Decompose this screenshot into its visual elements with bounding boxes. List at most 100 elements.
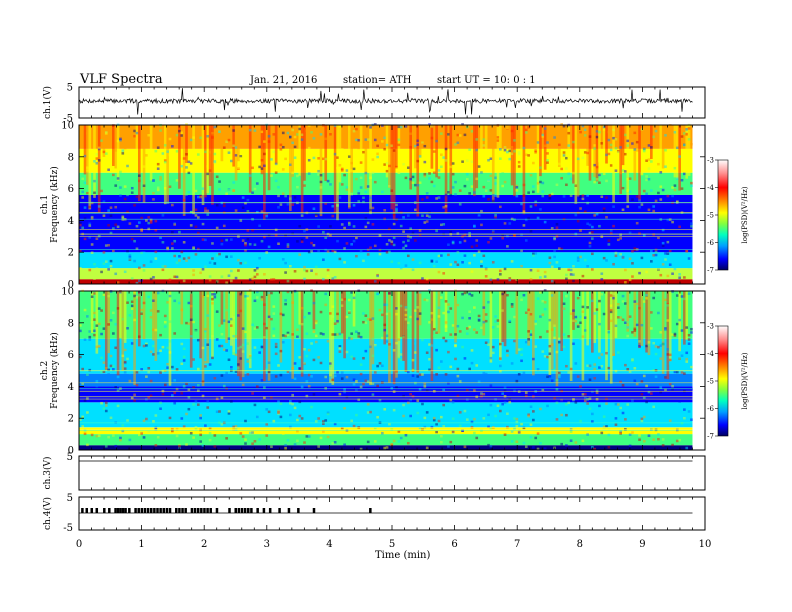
ch2-spectrogram-speckle (116, 375, 120, 379)
ch1-spectrogram-speckle (194, 208, 198, 212)
ch1-spectrogram-speckle (565, 156, 568, 160)
ch1-spectrogram-speckle (418, 229, 422, 232)
ch4-pulse (262, 508, 266, 513)
ch1-spectrogram-speckle (357, 192, 361, 195)
ch2-spectrogram-speckle (595, 391, 599, 395)
ch1-spectrogram-speckle (284, 233, 287, 237)
ch1-spectrogram-speckle (489, 157, 493, 160)
ch2-spectrogram-speckle (359, 363, 363, 366)
ch1-spectrogram-speckle (635, 140, 639, 144)
ch1-spectrogram-speckle (621, 169, 625, 172)
ch1-spectrogram-speckle (161, 241, 165, 244)
ch1-spectrogram-speckle (187, 169, 191, 172)
ch1-spectrogram-speckle (230, 238, 233, 241)
ch2-spectrogram-speckle (390, 386, 394, 390)
ch2-spectrogram-speckle (293, 377, 297, 381)
ch1-spectrogram-speckle (93, 191, 96, 195)
ch1-spectrogram-speckle (576, 259, 580, 262)
ch2-spectrogram-speckle (562, 345, 566, 349)
ch2-spectrogram-speckle (536, 368, 540, 371)
ch2-spectrogram-speckle (171, 424, 174, 428)
ch1-spectrogram-speckle (173, 239, 177, 243)
ch2-spectrogram-speckle (267, 315, 271, 319)
ch2-spectrogram-speckle (274, 345, 278, 349)
ch1-spectrogram-speckle (612, 262, 615, 266)
ch1-spectrogram-speckle (602, 207, 606, 210)
ch2-spectrogram-speckle (324, 375, 328, 379)
ch1-spectrogram-speckle (550, 192, 554, 196)
ch2-spectrogram-speckle (440, 296, 443, 299)
ch1-spectrogram-burst (149, 125, 153, 181)
ch1-spectrogram-speckle (329, 183, 332, 186)
ch1-spectrogram-speckle (166, 246, 169, 250)
ch1-spectrogram-speckle (180, 274, 184, 277)
ch2-spectrogram-speckle (81, 425, 85, 428)
ch1-spectrogram-speckle (312, 258, 316, 262)
ch2-spectrogram-speckle (397, 338, 401, 341)
ch2-spectrogram-speckle (347, 298, 351, 302)
ch2-spectrogram-speckle (166, 362, 169, 366)
ch1-spectrogram-speckle (296, 185, 299, 189)
ch1-spectrogram-burst (475, 125, 479, 189)
ch1-spectrogram-speckle (343, 226, 346, 230)
ch2-spectrogram-speckle (473, 431, 476, 435)
ch2-spectrogram-speckle (130, 307, 134, 310)
ch2-spectrogram-speckle (650, 327, 653, 330)
ch2-spectrogram-ytick-label: 6 (68, 350, 74, 361)
ch1-spectrogram-speckle (112, 249, 115, 253)
ch2-spectrogram-burst (645, 291, 648, 353)
ch1-spectrogram-speckle (690, 184, 693, 188)
ch2-spectrogram-burst (532, 291, 535, 376)
ch1-spectrogram-speckle (147, 134, 151, 137)
ch1-spectrogram-speckle (112, 173, 115, 177)
ch2-spectrogram-speckle (171, 394, 174, 397)
ch2-spectrogram-speckle (267, 291, 271, 295)
ch2-spectrogram-speckle (192, 436, 195, 439)
ch1-spectrogram-speckle (274, 171, 278, 174)
ch2-spectrogram-speckle (432, 334, 436, 338)
ch2-spectrogram-speckle (133, 318, 136, 322)
ch1-spectrogram-speckle (673, 166, 677, 170)
ch2-spectrogram-speckle (574, 401, 578, 404)
ch1-spectrogram-speckle (388, 227, 391, 231)
ch1-spectrogram-speckle (390, 260, 394, 263)
ch1-spectrogram-speckle (402, 216, 405, 219)
ch2-spectrogram-speckle (296, 335, 299, 339)
ch1-spectrogram-speckle (114, 223, 118, 226)
ch1-spectrogram-speckle (458, 134, 462, 137)
ch2-spectrogram-speckle (220, 423, 224, 426)
ch1-spectrogram-speckle (661, 228, 665, 232)
ch1-spectrogram-speckle (107, 168, 110, 172)
ch2-spectrogram-speckle (668, 382, 672, 386)
ch2-spectrogram-speckle (414, 342, 417, 345)
ch1-spectrogram-speckle (447, 133, 450, 136)
ch2-spectrogram-speckle (680, 354, 684, 357)
ch2-spectrogram-speckle (119, 438, 122, 442)
ch1-spectrogram-speckle (690, 222, 693, 225)
ch1-spectrogram-speckle (189, 162, 193, 165)
ch2-spectrogram-speckle (93, 311, 96, 315)
ch2-spectrogram-burst (498, 291, 502, 361)
ch2-spectrogram-speckle (116, 378, 120, 381)
ch1-spectrogram-speckle (442, 223, 446, 226)
ch2-spectrogram-speckle (359, 335, 363, 339)
ch2-spectrogram-speckle (612, 353, 615, 356)
ch2-spectrogram-speckle (673, 334, 677, 337)
ch2-spectrogram-speckle (272, 305, 276, 308)
ch1-spectrogram-speckle (312, 156, 316, 160)
ch1-spectrogram-speckle (503, 222, 507, 225)
ch1-spectrogram-speckle (211, 262, 214, 265)
ch2-spectrogram-speckle (345, 429, 349, 432)
ch1-spectrogram-speckle (527, 217, 530, 220)
ch2-spectrogram-burst (369, 291, 372, 386)
ch1-spectrogram-speckle (333, 275, 337, 279)
ch1-spectrogram-speckle (524, 128, 528, 132)
ch2-spectrogram-speckle (598, 404, 601, 408)
ch2-spectrogram-speckle (548, 318, 552, 322)
ch2-spectrogram-speckle (371, 354, 375, 357)
ch1-spectrogram-speckle (142, 264, 146, 267)
ch1-spectrogram-speckle (79, 249, 82, 253)
ch2-spectrogram-speckle (319, 408, 323, 411)
ch1-spectrogram-speckle (293, 156, 297, 159)
ch2-spectrogram-speckle (248, 356, 252, 359)
